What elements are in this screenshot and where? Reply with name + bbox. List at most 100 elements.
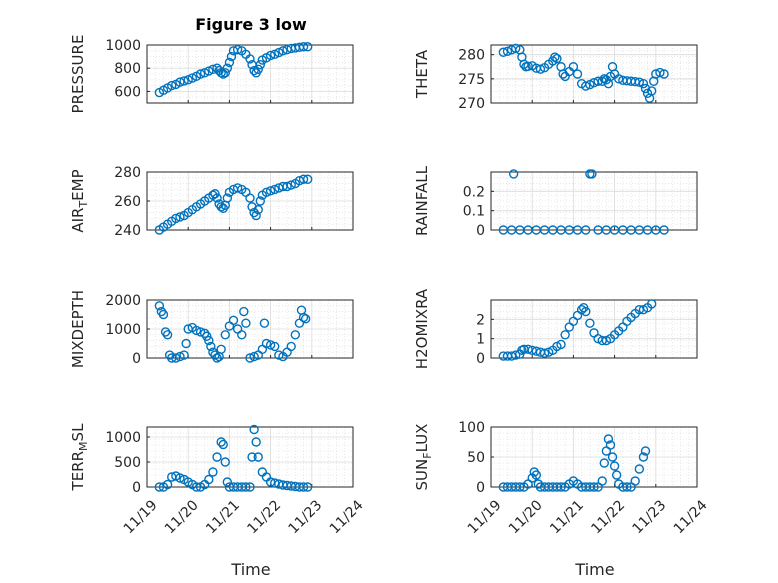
data-point — [251, 437, 261, 447]
subplot-4: 0 0.1 0.2 RAINFALL — [413, 165, 698, 239]
data-point — [154, 301, 165, 311]
data-point — [220, 457, 230, 467]
data-point — [154, 482, 165, 492]
y-tick-label: 0 — [476, 351, 485, 367]
data-point — [298, 482, 309, 492]
data-point — [646, 299, 657, 309]
data-point — [212, 193, 222, 203]
data-point — [630, 476, 640, 486]
y-axis-label-main: AIR — [69, 208, 87, 233]
subplot-1: 600 800 1000 PRESSURE — [69, 35, 354, 114]
data-point — [237, 330, 247, 340]
data-point — [300, 314, 311, 324]
y-axis-label: RAINFALL — [413, 165, 431, 236]
x-tick-label: 11/20 — [162, 497, 202, 537]
y-axis-label: AIRTEMP — [69, 169, 90, 232]
data-point — [162, 330, 173, 340]
data-point — [206, 341, 216, 352]
data-point — [589, 482, 599, 492]
data-point — [175, 473, 185, 483]
data-point — [552, 53, 562, 64]
data-point — [634, 464, 645, 474]
data-point — [640, 83, 651, 94]
data-point — [245, 193, 255, 203]
x-tick-label: 11/24 — [671, 497, 711, 537]
data-point — [581, 81, 591, 91]
data-point — [245, 482, 255, 492]
data-point — [511, 350, 521, 360]
data-point — [228, 315, 239, 325]
data-point — [270, 341, 280, 352]
data-point — [175, 212, 185, 222]
x-tick-label: 11/19 — [121, 497, 161, 537]
data-point — [290, 330, 301, 340]
data-point — [265, 340, 276, 350]
x-tick-label: 11/21 — [203, 497, 243, 537]
data-point — [638, 78, 649, 89]
data-point — [261, 187, 272, 198]
y-tick-label: 280 — [114, 165, 141, 181]
data-point — [298, 174, 309, 184]
x-tick-label: 11/23 — [286, 497, 326, 537]
y-axis-label: TERRMSL — [69, 423, 90, 492]
data-point — [286, 180, 296, 190]
y-tick-label: 240 — [114, 223, 141, 239]
y-axis-label: H2OMIXRA — [413, 288, 431, 369]
subplot-3: 240 260 280 AIRTEMP — [69, 165, 354, 239]
data-point — [162, 479, 173, 490]
data-point — [253, 64, 263, 75]
data-point — [249, 424, 259, 435]
data-point — [175, 77, 185, 87]
subplot-7: 0 500 1000 11/19 11/20 11/21 11/22 11/23 11/24 TE… — [69, 423, 367, 537]
data-point — [302, 42, 313, 52]
data-point — [220, 68, 230, 78]
data-point — [232, 44, 243, 55]
y-axis-label-rest: LUX — [413, 424, 431, 453]
data-point — [245, 54, 255, 64]
data-point — [550, 52, 560, 62]
data-point — [560, 330, 570, 340]
subplot-8: 0 50 100 11/19 11/20 11/21 11/22 11/23 11/24 SUNF… — [413, 420, 711, 537]
data-point — [261, 338, 272, 349]
data-point — [659, 225, 669, 235]
data-point — [539, 348, 550, 358]
data-point — [249, 351, 259, 362]
x-tick-label: 11/21 — [547, 497, 587, 537]
y-tick-label: 270 — [458, 96, 485, 112]
y-axis-label: THETA — [413, 49, 431, 99]
y-axis-label: PRESSURE — [69, 35, 87, 114]
data-point — [208, 467, 218, 477]
y-tick-label: 50 — [467, 450, 485, 466]
y-tick-label: 0 — [132, 351, 141, 367]
data-point — [634, 77, 645, 87]
y-tick-label: 275 — [458, 72, 485, 88]
data-point — [216, 202, 226, 212]
data-point — [265, 50, 276, 61]
data-point — [175, 351, 185, 362]
data-point — [191, 482, 202, 492]
y-axis-label-sub: F — [421, 452, 434, 458]
data-point — [585, 318, 595, 328]
data-point — [655, 67, 665, 78]
data-point — [255, 196, 265, 206]
data-point — [278, 46, 288, 56]
y-tick-label: 260 — [114, 194, 141, 210]
x-tick-label: 11/24 — [327, 497, 367, 537]
subplot-6: 0 1 2 H2OMIXRA — [413, 288, 698, 369]
data-point — [587, 169, 597, 179]
data-point — [556, 482, 566, 492]
y-axis-label-main: H2OMIXRA — [413, 288, 431, 369]
data-point — [232, 183, 243, 193]
data-point — [597, 76, 607, 86]
data-point — [298, 42, 309, 52]
x-tick-label: 11/22 — [588, 497, 628, 537]
y-tick-label: 100 — [458, 420, 485, 436]
x-tick-label: 11/23 — [630, 497, 670, 537]
data-point — [204, 335, 214, 346]
data-point — [212, 353, 222, 363]
data-point — [535, 64, 546, 74]
y-tick-label: 800 — [114, 61, 141, 77]
data-point — [270, 184, 280, 195]
data-point — [171, 353, 181, 363]
data-point — [603, 434, 614, 444]
